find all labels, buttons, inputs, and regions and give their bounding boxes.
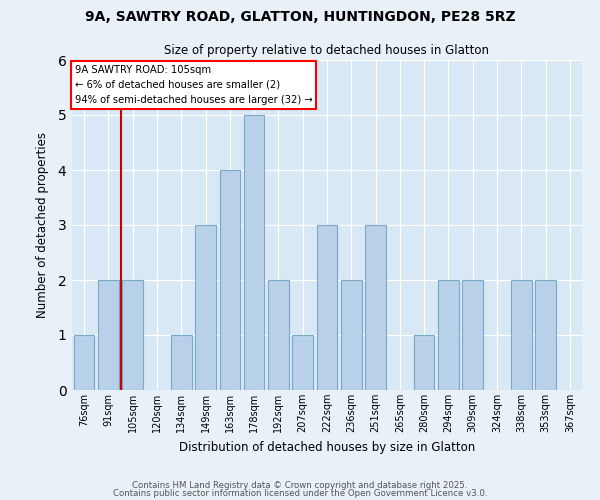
Bar [244,115,265,390]
Text: Contains HM Land Registry data © Crown copyright and database right 2025.: Contains HM Land Registry data © Crown c… [132,481,468,490]
Bar [195,225,216,390]
Text: 9A SAWTRY ROAD: 105sqm
← 6% of detached houses are smaller (2)
94% of semi-detac: 9A SAWTRY ROAD: 105sqm ← 6% of detached … [74,65,313,104]
Text: Contains public sector information licensed under the Open Government Licence v3: Contains public sector information licen… [113,488,487,498]
Bar [220,170,240,390]
X-axis label: Distribution of detached houses by size in Glatton: Distribution of detached houses by size … [179,440,475,454]
Bar [74,335,94,390]
Bar [317,225,337,390]
Y-axis label: Number of detached properties: Number of detached properties [36,132,49,318]
Bar [511,280,532,390]
Bar [463,280,483,390]
Bar [268,280,289,390]
Bar [171,335,191,390]
Bar [292,335,313,390]
Bar [122,280,143,390]
Bar [414,335,434,390]
Text: 9A, SAWTRY ROAD, GLATTON, HUNTINGDON, PE28 5RZ: 9A, SAWTRY ROAD, GLATTON, HUNTINGDON, PE… [85,10,515,24]
Bar [438,280,459,390]
Bar [365,225,386,390]
Bar [341,280,362,390]
Bar [535,280,556,390]
Title: Size of property relative to detached houses in Glatton: Size of property relative to detached ho… [164,44,490,58]
Bar [98,280,119,390]
